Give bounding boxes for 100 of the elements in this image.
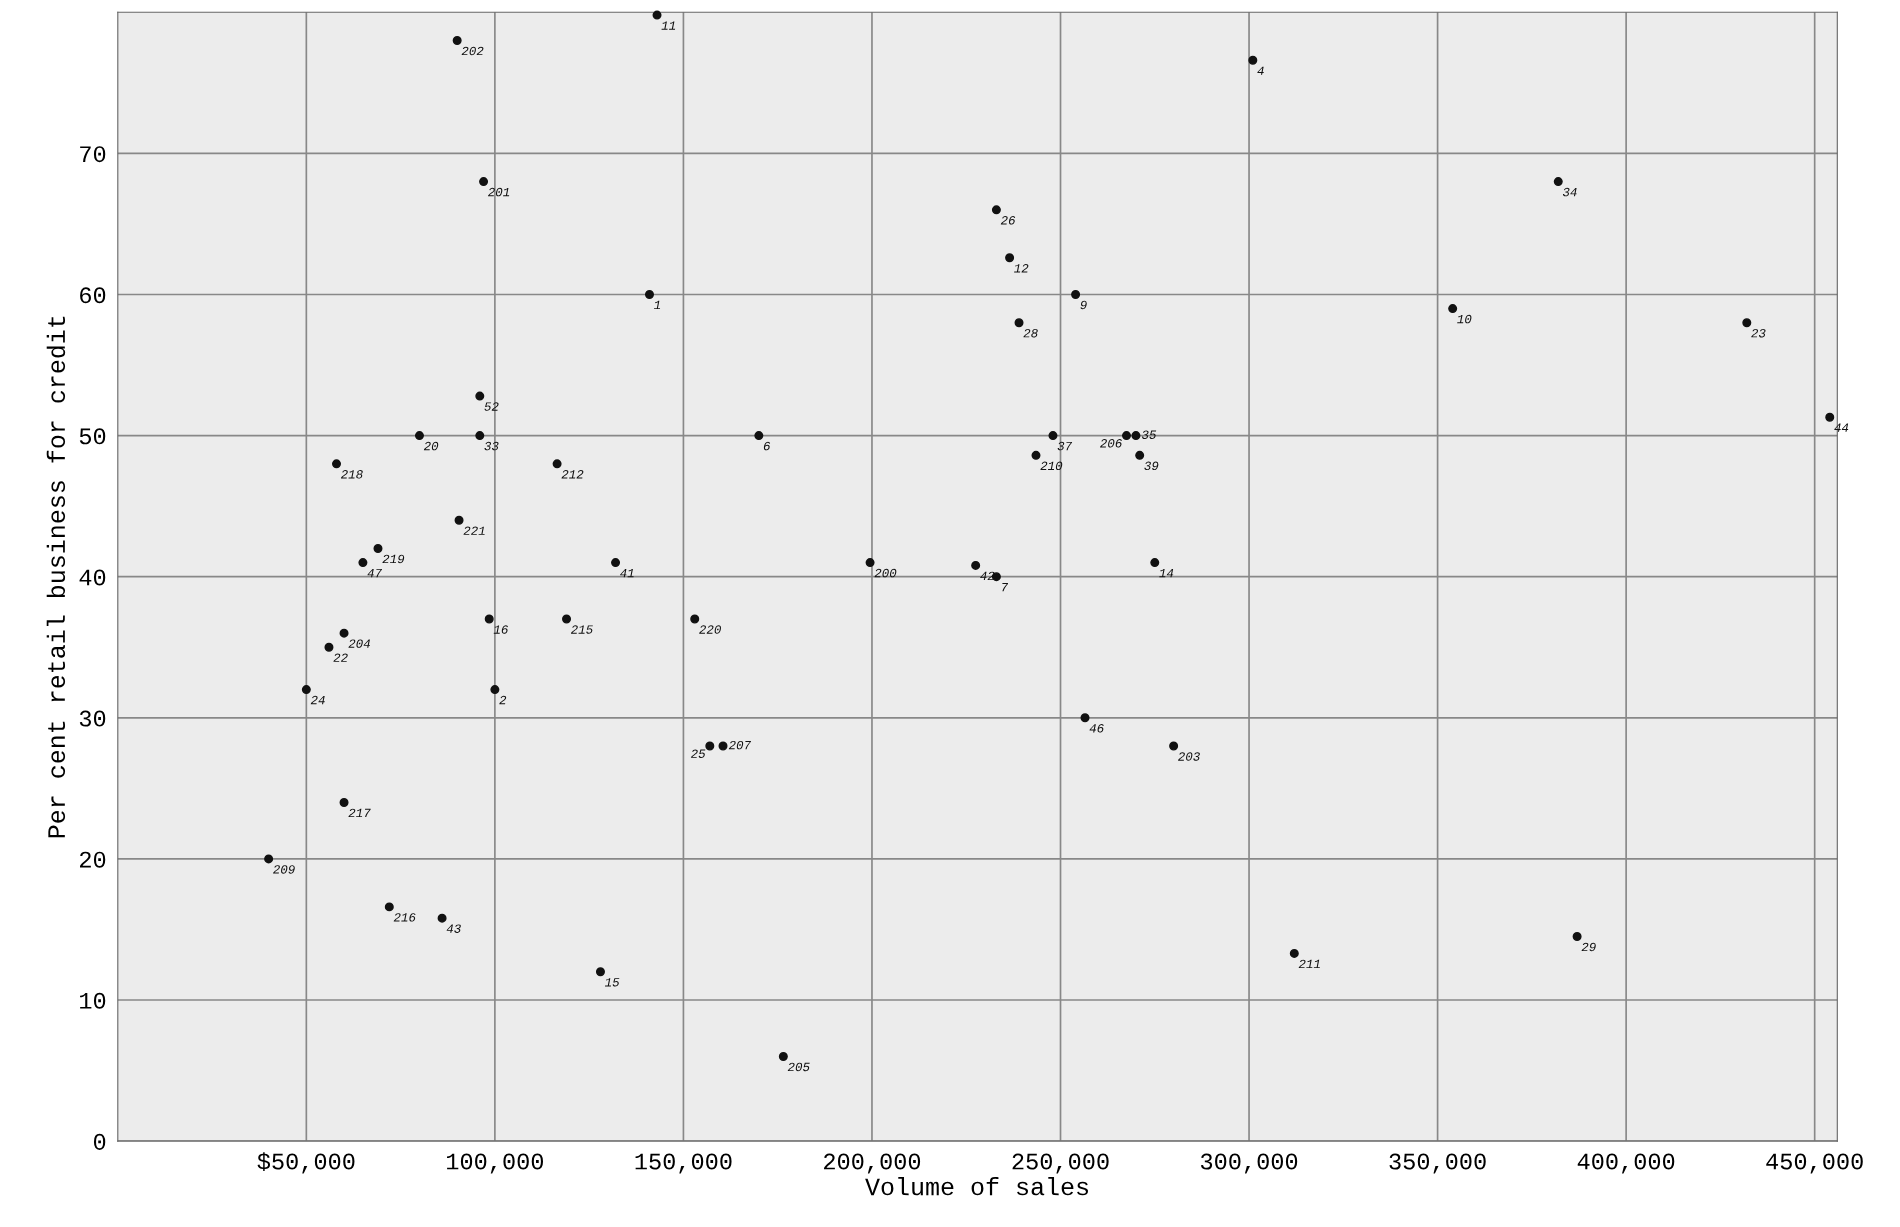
annotation: 9 bbox=[1080, 300, 1087, 310]
annotation: 221 bbox=[463, 526, 485, 535]
point bbox=[991, 205, 1001, 215]
point bbox=[754, 431, 764, 441]
annotation: 12 bbox=[1014, 264, 1029, 273]
point bbox=[1553, 177, 1563, 187]
point bbox=[479, 177, 489, 187]
point bbox=[595, 967, 605, 977]
point bbox=[490, 685, 500, 695]
point bbox=[1150, 558, 1160, 568]
point bbox=[1135, 450, 1145, 460]
annotation: 204 bbox=[348, 639, 370, 648]
annotation: 26 bbox=[1000, 216, 1016, 225]
annotation: 4 bbox=[1257, 66, 1264, 75]
annotation: 215 bbox=[570, 625, 593, 634]
annotation: 205 bbox=[787, 1062, 810, 1072]
point bbox=[452, 35, 462, 45]
point bbox=[475, 431, 485, 441]
point bbox=[1131, 431, 1141, 441]
y-axis-title: Per cent retail business for credit bbox=[46, 316, 66, 838]
annotation: 212 bbox=[561, 470, 584, 479]
point bbox=[484, 614, 494, 624]
annotation: 23 bbox=[1751, 328, 1766, 338]
point bbox=[1248, 55, 1258, 65]
annotation: 22 bbox=[333, 653, 348, 662]
annotation: 209 bbox=[273, 865, 295, 874]
annotation: 216 bbox=[393, 913, 416, 922]
point bbox=[384, 902, 394, 912]
annotation: 219 bbox=[382, 554, 405, 564]
y-tick-label: 0 bbox=[93, 1133, 106, 1150]
annotation: 14 bbox=[1159, 568, 1174, 578]
point bbox=[690, 614, 700, 624]
annotation: 37 bbox=[1057, 441, 1073, 451]
point bbox=[644, 289, 654, 299]
point bbox=[611, 558, 621, 568]
point bbox=[1121, 431, 1131, 441]
annotation: 35 bbox=[1142, 430, 1157, 439]
annotation: 29 bbox=[1581, 942, 1596, 952]
annotation: 52 bbox=[484, 402, 499, 411]
x-tick-label: 450,000 bbox=[1766, 1153, 1863, 1174]
annotation: 47 bbox=[367, 568, 383, 578]
y-tick-label: 20 bbox=[80, 851, 106, 868]
annotation: 217 bbox=[348, 808, 371, 818]
point bbox=[1742, 318, 1752, 328]
annotation: 2 bbox=[499, 695, 507, 705]
point bbox=[1169, 741, 1179, 751]
annotation: 10 bbox=[1457, 314, 1472, 324]
x-tick-label: 400,000 bbox=[1577, 1153, 1675, 1174]
x-tick-label: 350,000 bbox=[1389, 1153, 1486, 1174]
annotation: 24 bbox=[310, 695, 325, 705]
point bbox=[778, 1051, 788, 1061]
point bbox=[475, 391, 485, 401]
x-axis-title: Volume of sales bbox=[865, 1177, 1088, 1196]
x-tick-label: 100,000 bbox=[447, 1153, 544, 1174]
annotation: 6 bbox=[763, 441, 771, 451]
annotation: 200 bbox=[874, 568, 897, 578]
annotation: 1 bbox=[653, 300, 661, 310]
point bbox=[1080, 713, 1090, 723]
annotation: 218 bbox=[340, 470, 363, 479]
annotation: 202 bbox=[461, 46, 484, 56]
annotation: 207 bbox=[728, 740, 752, 750]
point bbox=[1572, 932, 1582, 942]
annotation: 11 bbox=[661, 21, 676, 30]
point bbox=[358, 558, 368, 568]
point bbox=[652, 10, 662, 20]
annotation: 206 bbox=[1100, 439, 1122, 448]
point bbox=[1825, 412, 1835, 422]
point bbox=[437, 913, 447, 923]
point bbox=[1048, 431, 1058, 441]
point bbox=[339, 628, 349, 638]
annotation: 25 bbox=[690, 749, 706, 758]
point bbox=[324, 642, 334, 652]
y-tick-label: 10 bbox=[80, 992, 106, 1009]
x-tick-label: 300,000 bbox=[1200, 1153, 1298, 1174]
annotation: 39 bbox=[1144, 461, 1159, 471]
annotation: 16 bbox=[493, 625, 508, 634]
point bbox=[562, 614, 572, 624]
point bbox=[718, 741, 728, 751]
annotation: 201 bbox=[487, 187, 510, 197]
point bbox=[1031, 450, 1041, 460]
y-tick-label: 50 bbox=[79, 428, 106, 445]
y-tick-label: 30 bbox=[79, 710, 106, 727]
annotation: 41 bbox=[620, 568, 634, 578]
annotation: 34 bbox=[1562, 187, 1577, 197]
annotation: 43 bbox=[446, 924, 461, 933]
annotation: 15 bbox=[604, 978, 620, 987]
point bbox=[1005, 253, 1015, 263]
point bbox=[414, 431, 424, 441]
annotation: 33 bbox=[484, 441, 499, 451]
point bbox=[1071, 289, 1081, 299]
point bbox=[971, 560, 981, 570]
x-tick-label: 250,000 bbox=[1012, 1153, 1109, 1174]
point bbox=[373, 543, 383, 553]
y-tick-label: 70 bbox=[80, 146, 106, 163]
point bbox=[332, 459, 342, 469]
annotation: 7 bbox=[1002, 583, 1009, 592]
point bbox=[705, 741, 715, 751]
point bbox=[339, 797, 349, 807]
annotation: 28 bbox=[1023, 328, 1038, 338]
point bbox=[454, 515, 464, 525]
